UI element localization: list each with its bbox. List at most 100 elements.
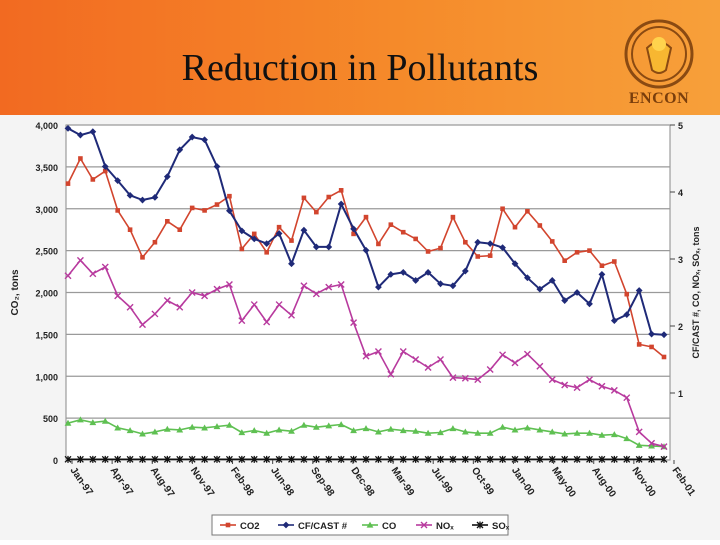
data-point-so (163, 455, 171, 463)
data-point-co2 (289, 238, 294, 243)
data-point-no (151, 310, 159, 318)
data-point-no (474, 376, 482, 384)
data-point-co2 (537, 223, 543, 228)
data-point-so (374, 455, 382, 463)
data-point-co2 (574, 250, 580, 255)
data-point-co (350, 427, 357, 434)
data-point-co2 (376, 241, 381, 247)
data-point-co2 (227, 193, 232, 199)
pollutants-chart: 0 500 1,000 1,500 2,000 2,500 3,000 3,500 4,000 1… (10, 121, 701, 536)
data-point-co (126, 427, 134, 434)
data-point-co2 (264, 250, 269, 255)
data-point-co2 (189, 205, 195, 211)
data-point-co2 (587, 248, 592, 253)
data-point-so (586, 455, 593, 463)
y-axis-label: CO₂, tons (10, 269, 21, 316)
data-point-co (548, 428, 556, 435)
data-point-co2 (115, 208, 120, 213)
data-point-co (288, 427, 295, 434)
y2-axis-label: CF/CAST #, CO, NOₓ, SOₓ, tons (691, 226, 701, 358)
data-point-co (387, 425, 395, 432)
data-point-co (511, 426, 519, 433)
data-point-co2 (500, 206, 505, 212)
data-point-co2 (413, 236, 418, 242)
data-point-co (610, 431, 618, 438)
y2-tick-label: 5 (678, 121, 683, 131)
data-point-no (163, 297, 171, 305)
x-tick-label: Jul-99 (429, 465, 455, 495)
data-point-no (76, 256, 84, 264)
data-point-co2 (463, 239, 468, 245)
series-no (64, 256, 668, 451)
data-point-cf-cast (511, 260, 519, 268)
data-point-cf-cast (635, 287, 643, 294)
data-point-so (648, 455, 656, 463)
data-point-co2 (425, 249, 431, 254)
data-point-co (325, 422, 333, 429)
data-point-co (623, 435, 631, 442)
data-point-co2 (363, 214, 369, 220)
slide-title: Reduction in Pollutants (181, 47, 539, 89)
data-point-cf-cast (499, 244, 506, 252)
data-point-so (399, 455, 407, 463)
data-point-cf-cast (474, 238, 482, 246)
data-point-co2 (102, 168, 108, 174)
x-tick-label: Apr-97 (108, 465, 135, 498)
data-point-co2 (127, 227, 133, 232)
data-point-so (151, 455, 159, 463)
data-point-cf-cast (188, 133, 196, 141)
data-point-co (163, 425, 171, 432)
data-point-no (648, 439, 656, 447)
data-point-so (300, 455, 308, 463)
data-point-co (424, 429, 432, 436)
data-point-co (486, 429, 494, 436)
data-point-cf-cast (126, 191, 134, 199)
data-point-cf-cast (437, 280, 444, 288)
data-point-co (536, 426, 544, 433)
data-point-co2 (438, 245, 443, 251)
legend-label-co: CO (382, 521, 396, 532)
data-point-co2 (351, 231, 356, 237)
data-point-no (350, 319, 358, 327)
data-point-no (635, 428, 643, 436)
x-tick-label: Oct-99 (469, 465, 496, 497)
data-point-so (610, 455, 618, 463)
data-point-cf-cast (226, 207, 233, 215)
data-point-no (461, 374, 469, 382)
data-point-cf-cast (337, 200, 345, 208)
data-point-co2 (525, 208, 530, 214)
y-tick-label: 2,500 (35, 247, 58, 257)
data-point-no (250, 301, 258, 309)
series-layer (64, 124, 668, 463)
data-point-no (126, 303, 134, 311)
data-point-co (263, 429, 271, 436)
data-point-co (412, 427, 420, 434)
data-point-cf-cast (375, 283, 382, 291)
data-point-no (325, 283, 333, 291)
data-point-no (188, 289, 196, 296)
data-point-so (412, 455, 420, 463)
y2-tick-label: 1 (678, 389, 683, 399)
data-point-cf-cast (163, 173, 171, 180)
data-point-co2 (251, 231, 257, 237)
data-point-co2 (165, 219, 170, 224)
data-point-co2 (65, 181, 71, 186)
data-point-cf-cast (586, 300, 593, 308)
data-point-no (387, 370, 395, 378)
data-point-so (139, 455, 146, 463)
data-point-so (312, 455, 320, 463)
data-point-co2 (661, 354, 667, 360)
x-tick-label: Nov-97 (188, 465, 216, 499)
data-point-so (548, 455, 556, 463)
data-point-so (474, 455, 482, 463)
data-point-no (598, 382, 606, 390)
data-point-no (523, 350, 531, 358)
data-point-no (337, 280, 345, 288)
y-tick-label: 3,500 (35, 163, 58, 173)
data-point-co (437, 429, 444, 436)
data-point-no (412, 356, 420, 363)
legend-marker-cf-cast (282, 521, 290, 529)
data-point-so (76, 455, 84, 463)
data-point-cf-cast (412, 277, 420, 284)
data-point-co (399, 427, 407, 434)
